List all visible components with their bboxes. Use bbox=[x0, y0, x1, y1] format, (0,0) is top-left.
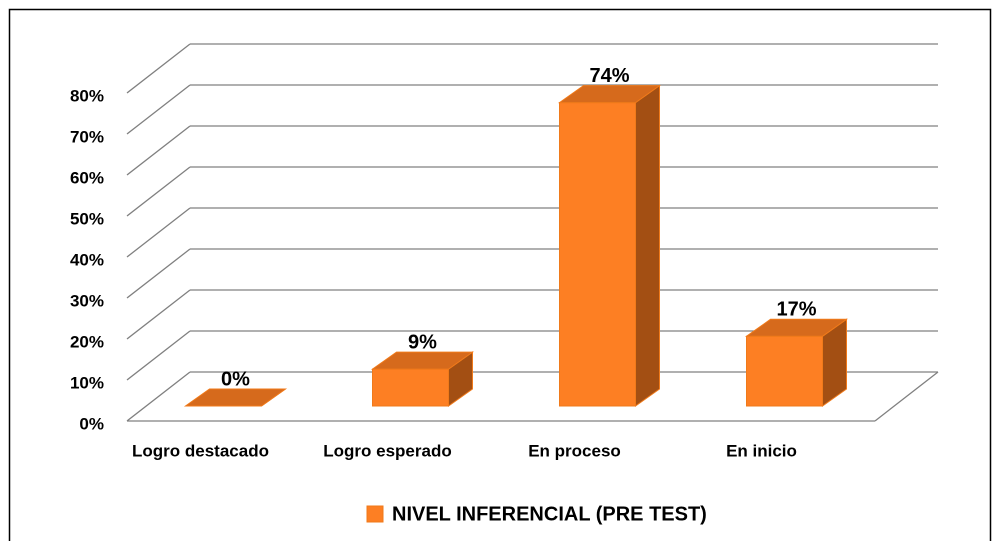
grid-line-side bbox=[126, 330, 191, 381]
legend-label: NIVEL INFERENCIAL (PRE TEST) bbox=[392, 503, 707, 525]
grid-line-side bbox=[126, 289, 191, 340]
x-tick-label: Logro destacado bbox=[132, 441, 269, 460]
x-tick-label: En proceso bbox=[528, 441, 621, 460]
grid-line-side bbox=[126, 207, 191, 258]
grid-line-side bbox=[126, 43, 191, 94]
data-label: 74% bbox=[589, 65, 629, 87]
y-tick-label: 50% bbox=[70, 209, 104, 228]
floor-edge bbox=[874, 371, 939, 422]
y-tick-label: 60% bbox=[70, 168, 104, 187]
grid-line-side bbox=[126, 248, 191, 299]
bar-side bbox=[635, 84, 660, 407]
y-tick-label: 20% bbox=[70, 332, 104, 351]
bar-top bbox=[557, 85, 662, 104]
grid-line-side bbox=[126, 166, 191, 217]
data-label: 9% bbox=[408, 331, 437, 353]
bar bbox=[746, 335, 823, 407]
data-label: 17% bbox=[776, 299, 816, 321]
y-tick-label: 40% bbox=[70, 250, 104, 269]
y-tick-label: 10% bbox=[70, 373, 104, 392]
y-tick-label: 70% bbox=[70, 127, 104, 146]
bar bbox=[559, 102, 636, 407]
x-tick-label: Logro esperado bbox=[323, 441, 451, 460]
y-tick-label: 30% bbox=[70, 291, 104, 310]
legend-swatch bbox=[366, 505, 384, 523]
bar-top bbox=[183, 388, 288, 407]
data-label: 0% bbox=[221, 368, 250, 390]
x-tick-label: En inicio bbox=[726, 441, 797, 460]
grid-line-side bbox=[126, 84, 191, 135]
bar-top bbox=[370, 351, 475, 370]
grid-line-side bbox=[126, 371, 191, 422]
bar-top bbox=[744, 318, 849, 337]
y-tick-label: 0% bbox=[79, 414, 104, 433]
y-tick-label: 80% bbox=[70, 86, 104, 105]
bar bbox=[372, 368, 449, 407]
grid-line-side bbox=[126, 125, 191, 176]
